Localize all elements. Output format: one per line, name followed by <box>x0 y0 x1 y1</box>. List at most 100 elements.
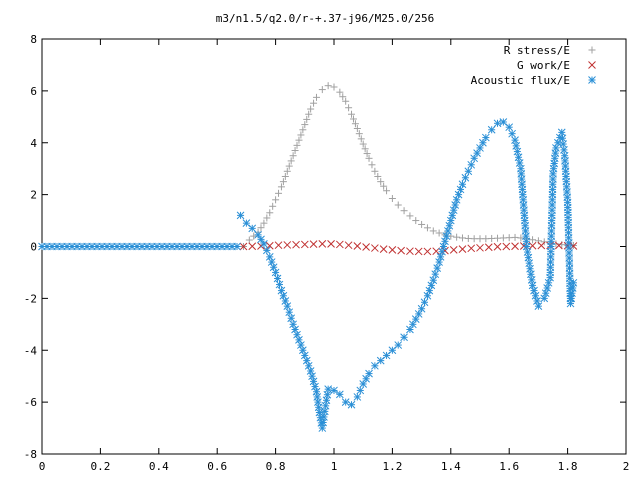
data-point <box>310 99 318 107</box>
data-point <box>306 367 315 375</box>
x-tick-label: 1.8 <box>558 460 578 473</box>
data-point <box>289 320 297 329</box>
data-point <box>561 162 570 170</box>
data-point <box>309 377 318 386</box>
data-point <box>382 351 391 360</box>
data-point <box>344 241 353 250</box>
data-point <box>436 253 445 261</box>
axis-ticks: 0 0.2 0.4 0.6 0.8 1 1.2 1.4 1.6 1.8 2 -8 -6 -4 -2 0 2 4 6 8 <box>24 33 630 473</box>
data-point <box>429 276 438 285</box>
data-point <box>453 233 461 241</box>
data-point <box>293 141 301 149</box>
data-point <box>257 235 265 244</box>
data-point <box>377 178 385 186</box>
data-point <box>470 235 478 243</box>
x-tick-label: 0.8 <box>266 460 286 473</box>
data-point <box>274 241 283 250</box>
x-tick-label: 1.2 <box>382 460 402 473</box>
data-point <box>456 185 465 194</box>
data-point <box>305 110 313 118</box>
x-tick-label: 2 <box>623 460 630 473</box>
data-point <box>458 234 466 242</box>
data-point <box>400 207 408 215</box>
data-point <box>397 246 406 255</box>
data-point <box>327 240 335 248</box>
data-point <box>441 237 449 246</box>
data-point <box>448 211 457 220</box>
data-point <box>275 189 283 197</box>
data-point <box>439 242 448 251</box>
data-point <box>339 93 347 101</box>
legend-label: R stress/E <box>504 44 570 57</box>
data-point <box>467 160 476 169</box>
data-point <box>277 286 286 295</box>
data-point <box>540 294 549 303</box>
data-point <box>324 82 332 90</box>
x-tick-label: 1.4 <box>441 460 461 473</box>
data-point <box>511 233 519 241</box>
data-point <box>273 274 282 283</box>
data-point <box>283 241 292 249</box>
x-tick-label: 1 <box>331 460 338 473</box>
data-point <box>444 227 452 235</box>
legend-label: Acoustic flux/E <box>471 74 570 87</box>
series-2 <box>236 118 578 432</box>
data-point <box>355 130 363 138</box>
data-point <box>515 159 524 167</box>
y-tick-label: -6 <box>24 396 37 409</box>
legend-marker <box>588 46 596 54</box>
data-point <box>307 105 315 113</box>
data-point <box>279 178 287 186</box>
data-point <box>438 247 446 256</box>
data-point <box>371 167 379 175</box>
data-marks <box>38 82 578 432</box>
data-point <box>233 242 241 251</box>
data-point <box>476 235 484 243</box>
data-point <box>464 167 473 176</box>
data-point <box>554 241 563 250</box>
data-point <box>287 157 295 165</box>
data-point <box>250 232 258 240</box>
data-point <box>540 238 548 246</box>
data-point <box>543 284 552 292</box>
data-point <box>427 281 436 290</box>
data-point <box>559 140 568 148</box>
y-tick-label: 8 <box>30 33 37 46</box>
data-point <box>429 227 437 235</box>
data-point <box>425 286 434 295</box>
data-point <box>297 131 305 139</box>
data-point <box>353 124 361 132</box>
data-point <box>461 173 470 182</box>
data-point <box>418 220 426 228</box>
data-point <box>449 246 458 254</box>
data-point <box>254 230 262 239</box>
data-point <box>248 224 257 233</box>
data-point <box>505 123 514 132</box>
data-point <box>435 258 443 266</box>
data-point <box>351 120 359 128</box>
data-point <box>534 302 543 311</box>
series-0 <box>239 82 577 250</box>
data-point <box>406 247 414 256</box>
data-point <box>303 115 311 123</box>
y-tick-label: 2 <box>30 189 37 202</box>
data-point <box>298 346 307 355</box>
data-point <box>275 280 284 289</box>
data-point <box>423 247 432 256</box>
data-point <box>368 161 376 169</box>
data-point <box>265 241 274 250</box>
data-point <box>263 214 271 222</box>
data-point <box>295 336 303 344</box>
x-tick-label: 1.6 <box>499 460 519 473</box>
data-point <box>324 385 333 394</box>
data-point <box>330 386 338 395</box>
data-point <box>269 263 278 272</box>
data-point <box>357 135 365 143</box>
data-point <box>265 253 274 261</box>
data-point <box>297 341 305 349</box>
data-point <box>283 167 291 175</box>
data-point <box>569 278 578 287</box>
y-tick-label: -2 <box>24 292 37 305</box>
data-point <box>302 356 311 365</box>
